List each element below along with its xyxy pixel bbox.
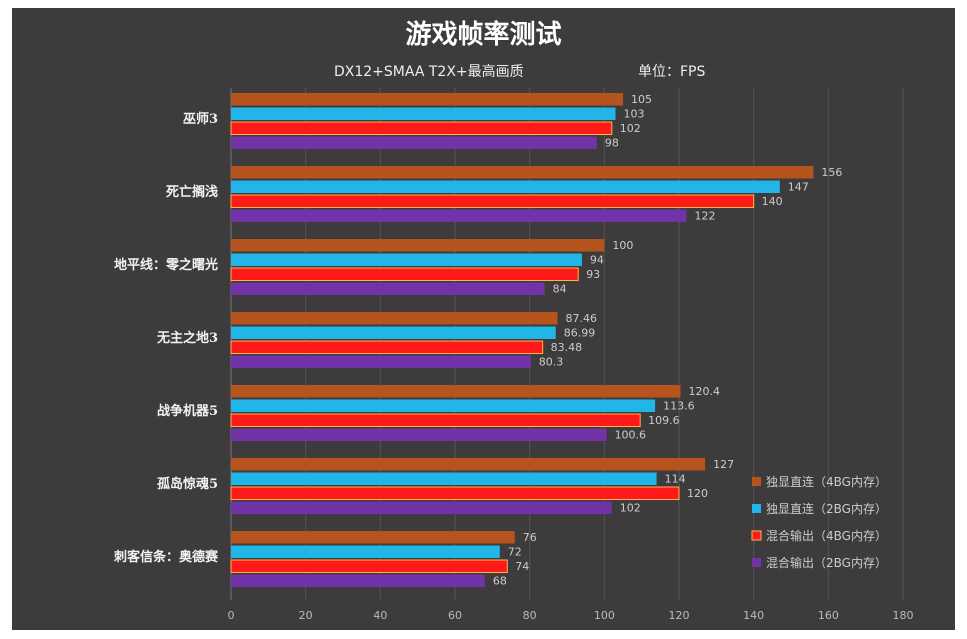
bar [231,93,623,106]
data-label: 127 [713,458,734,471]
bar [231,355,531,368]
data-label: 122 [694,210,715,223]
data-label: 76 [523,531,537,544]
bar [231,107,616,120]
bar [231,209,687,222]
legend-label: 混合输出（4BG内存） [766,528,887,543]
data-label: 120.4 [688,385,720,398]
category-label: 巫师3 [183,111,218,127]
legend-label: 混合输出（2BG内存） [766,555,887,570]
chart-unit: 单位：FPS [638,64,706,80]
category-label: 战争机器5 [157,403,218,419]
bar [230,121,613,135]
x-tick-label: 120 [669,609,690,622]
bar [231,472,657,485]
bar [230,486,680,500]
data-label: 87.46 [566,312,598,325]
data-label: 156 [821,166,842,179]
x-tick-label: 20 [299,609,313,622]
bar [231,166,814,179]
bar [230,194,755,208]
bar [231,253,582,266]
bar [231,458,706,471]
bar [231,385,681,398]
bar [231,180,780,193]
bar [231,239,605,252]
bar [231,399,656,412]
data-label: 98 [605,137,619,150]
x-tick-label: 80 [523,609,537,622]
x-tick-label: 180 [893,609,914,622]
category-label: 刺客信条：奥德赛 [114,549,219,565]
bar [231,428,607,441]
category-label: 地平线：零之曙光 [114,257,218,273]
data-label: 102 [620,122,641,135]
data-label: 147 [788,181,809,194]
data-label: 100 [612,239,633,252]
data-label: 74 [515,560,529,573]
data-label: 93 [586,268,600,281]
legend-swatch [752,558,761,567]
bar [230,413,641,427]
category-label: 孤岛惊魂5 [157,476,218,492]
bar [231,574,485,587]
bar [231,136,597,149]
bar [231,312,558,325]
data-label: 114 [665,473,686,486]
data-label: 140 [762,195,783,208]
bar [231,545,500,558]
data-label: 103 [624,108,645,121]
x-tick-label: 0 [228,609,235,622]
chart-title: 游戏帧率测试 [405,20,562,50]
bar [231,501,612,514]
x-tick-label: 140 [743,609,764,622]
bar [231,282,545,295]
x-tick-label: 40 [373,609,387,622]
bar [231,326,556,339]
legend-swatch [752,504,761,513]
legend-swatch [752,477,761,486]
bar [230,559,508,573]
x-tick-label: 100 [594,609,615,622]
data-label: 120 [687,487,708,500]
data-label: 86.99 [564,327,596,340]
data-label: 68 [493,575,507,588]
data-label: 105 [631,93,652,106]
data-label: 80.3 [539,356,564,369]
data-label: 113.6 [663,400,695,413]
data-label: 72 [508,546,522,559]
x-tick-label: 160 [818,609,839,622]
bar [231,531,515,544]
category-label: 无主之地3 [156,330,218,346]
data-label: 102 [620,502,641,515]
legend-label: 独显直连（4BG内存） [766,474,887,489]
chart-subtitle: DX12+SMAA T2X+最高画质 [334,64,524,80]
data-label: 109.6 [648,414,680,427]
data-label: 84 [553,283,567,296]
bar [230,340,544,354]
x-tick-label: 60 [448,609,462,622]
data-label: 94 [590,254,604,267]
category-label: 死亡搁浅 [166,184,218,200]
legend-label: 独显直连（2BG内存） [766,501,887,516]
legend-swatch [751,530,762,541]
data-label: 100.6 [615,429,647,442]
bar [230,267,579,281]
data-label: 83.48 [551,341,583,354]
